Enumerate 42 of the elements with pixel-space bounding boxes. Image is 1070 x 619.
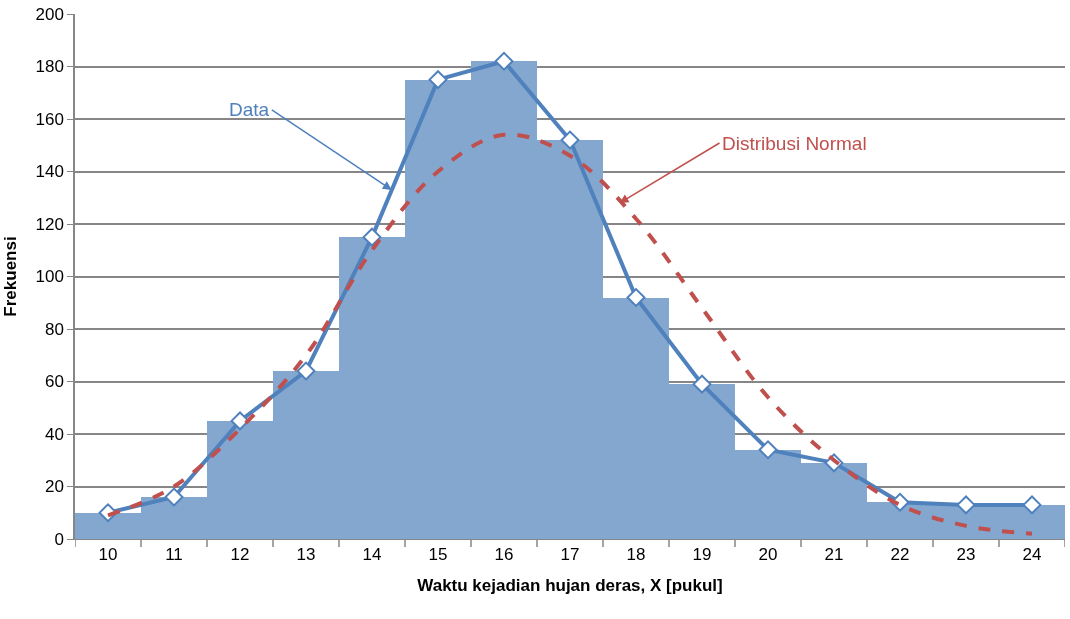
x-tick-label: 18 [626,545,646,565]
y-tick-label: 60 [44,372,64,392]
x-tick-label: 11 [165,545,183,565]
point [626,288,646,307]
x-tick-label: 14 [362,545,382,565]
point [362,227,382,247]
y-tick-label: 160 [35,109,64,129]
point [560,130,580,150]
y-tick-label: 80 [44,319,64,339]
x-tick-label: 24 [1022,545,1042,565]
y-tick-label: 0 [54,529,64,549]
x-tick-label: 23 [956,545,976,565]
point [956,495,976,515]
text: Distribusi Normal [722,133,867,154]
point [164,487,184,507]
point [428,70,448,90]
y-tick-label: 40 [44,424,64,444]
x-tick-label: 16 [494,545,514,565]
y-tick-label: 120 [35,214,64,234]
y-tick-label: 140 [35,162,64,182]
x-tick-label: 19 [692,545,712,565]
x-tick-label: 12 [230,545,250,565]
y-tick-label: 200 [35,4,64,24]
x-tick-label: 21 [824,545,844,565]
y-tick-label: 180 [35,57,64,77]
x-tick-label: 17 [560,545,580,565]
point [296,361,316,381]
point [692,374,712,394]
x-tick-label: 15 [428,545,448,565]
y-tick-label: 20 [44,477,64,497]
y-tick-label: 100 [35,267,64,287]
x-tick-label: 13 [296,545,316,565]
x-tick-label: 22 [890,545,910,565]
x-tick-label: 20 [758,545,778,565]
point [494,51,514,71]
point [230,411,250,431]
point [758,440,778,460]
point [1022,495,1042,515]
x-tick-label: 10 [98,545,118,565]
x-axis-title: Waktu kejadian hujan deras, X [pukul] [417,575,723,595]
y-axis-title: Frekuensi [0,236,20,317]
text: Data [229,99,270,120]
